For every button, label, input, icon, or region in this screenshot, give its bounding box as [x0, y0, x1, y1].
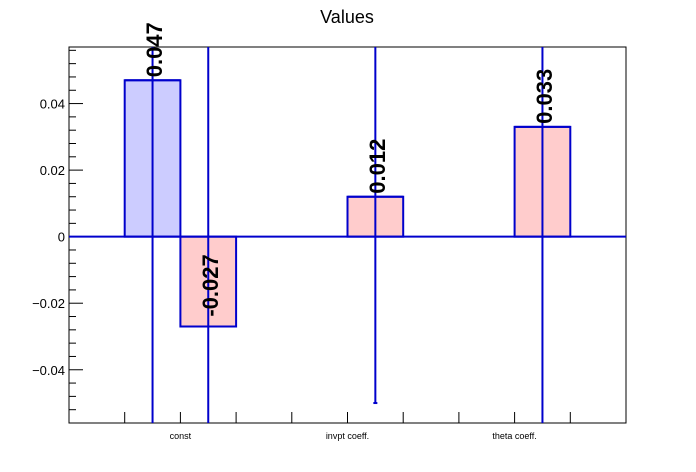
- x-category-label: theta coeff.: [492, 431, 536, 441]
- y-tick-label: −0.04: [32, 363, 65, 378]
- bars: [123, 79, 572, 328]
- y-tick-label: 0.04: [40, 97, 65, 112]
- error-bars: [151, 47, 544, 423]
- data-label: 0.047: [142, 22, 167, 77]
- y-tick-label: −0.02: [32, 296, 65, 311]
- x-category-label: invpt coeff.: [326, 431, 369, 441]
- y-tick-label: 0.02: [40, 163, 65, 178]
- data-label: 0.012: [365, 139, 390, 194]
- chart-title: Values: [320, 7, 374, 27]
- y-tick-label: 0: [58, 230, 65, 245]
- data-labels: 0.047 -0.027 0.012 0.033: [142, 22, 557, 316]
- data-label: 0.033: [532, 69, 557, 124]
- y-axis: −0.04 −0.02 0 0.02 0.04: [32, 49, 83, 424]
- x-axis: const invpt coeff. theta coeff.: [124, 412, 571, 441]
- data-label: -0.027: [198, 254, 223, 316]
- x-category-label: const: [170, 431, 192, 441]
